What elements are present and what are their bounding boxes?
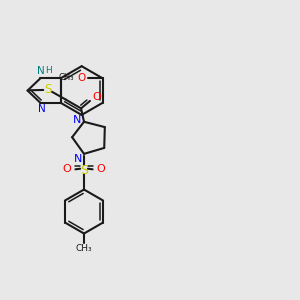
Text: O: O — [92, 92, 101, 102]
Text: O: O — [78, 73, 86, 83]
Text: S: S — [80, 164, 88, 177]
Text: N: N — [38, 104, 46, 114]
Text: N: N — [37, 66, 45, 76]
Text: O: O — [97, 164, 105, 174]
Text: H: H — [45, 66, 52, 75]
Text: O: O — [63, 164, 71, 174]
Text: N: N — [73, 115, 82, 125]
Text: CH₃: CH₃ — [59, 73, 74, 82]
Text: N: N — [74, 154, 82, 164]
Text: S: S — [44, 83, 51, 97]
Text: CH₃: CH₃ — [76, 244, 92, 253]
